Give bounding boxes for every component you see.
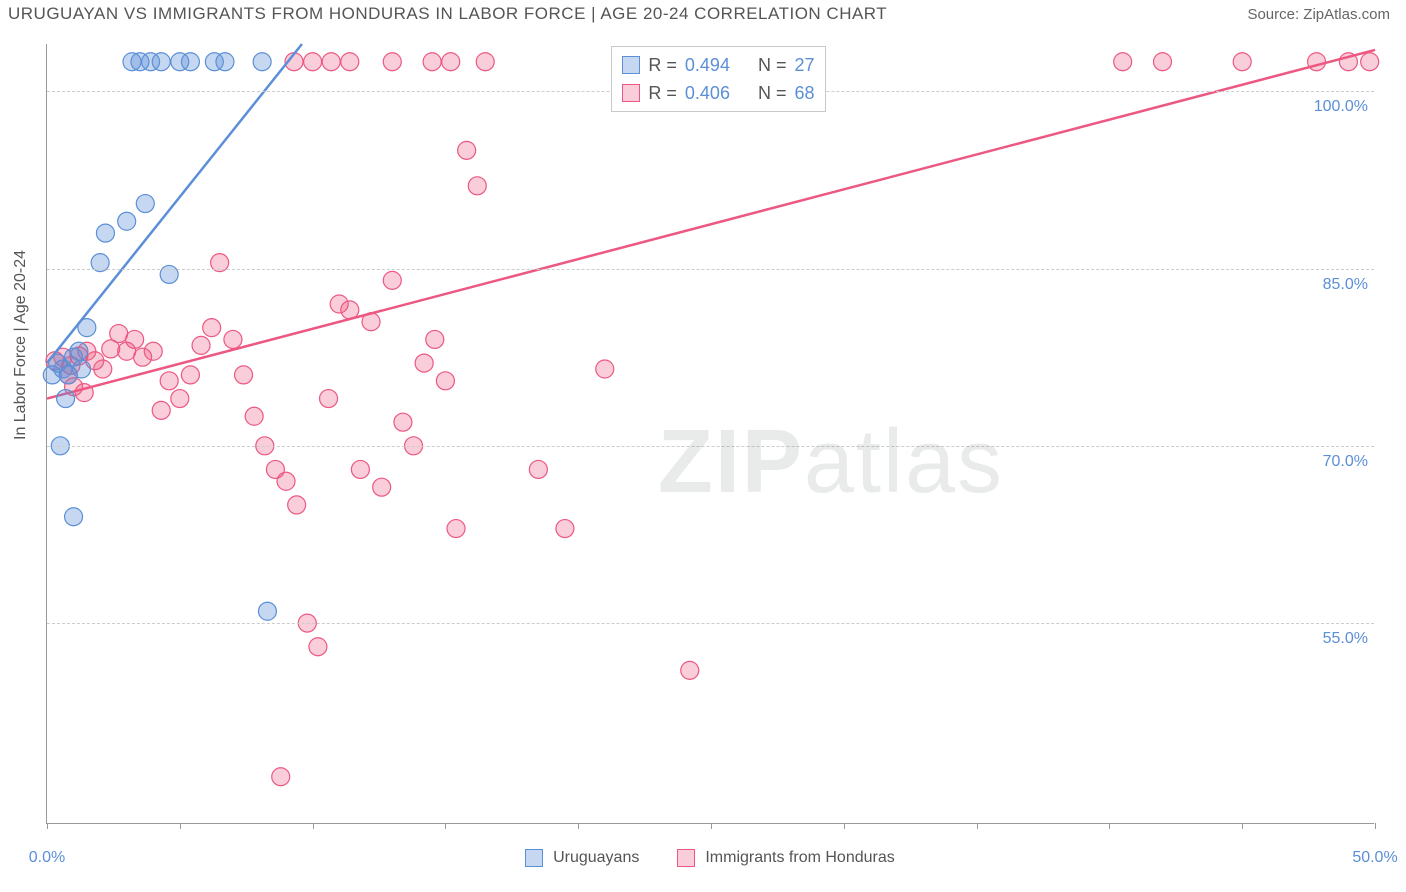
legend-r-label: R = — [648, 79, 677, 107]
scatter-point — [322, 53, 340, 71]
scatter-point — [272, 768, 290, 786]
correlation-legend: R = 0.494 N =27 R = 0.406 N =68 — [611, 46, 825, 112]
scatter-point — [70, 342, 88, 360]
chart-source: Source: ZipAtlas.com — [1247, 6, 1390, 23]
legend-row: R = 0.494 N =27 — [622, 51, 814, 79]
y-tick-label: 55.0% — [1323, 630, 1368, 648]
legend-series-label: Uruguayans — [553, 849, 639, 867]
scatter-point — [1361, 53, 1379, 71]
scatter-point — [118, 212, 136, 230]
legend-swatch — [677, 849, 695, 867]
y-tick-label: 85.0% — [1323, 276, 1368, 294]
scatter-point — [468, 177, 486, 195]
scatter-point — [235, 366, 253, 384]
scatter-point — [144, 342, 162, 360]
scatter-point — [253, 53, 271, 71]
scatter-point — [309, 638, 327, 656]
scatter-point — [394, 413, 412, 431]
x-tick — [844, 823, 845, 829]
scatter-point — [288, 496, 306, 514]
scatter-point — [458, 141, 476, 159]
chart-svg — [47, 44, 1374, 823]
scatter-point — [136, 195, 154, 213]
scatter-point — [415, 354, 433, 372]
scatter-point — [447, 520, 465, 538]
scatter-point — [383, 271, 401, 289]
legend-row: R = 0.406 N =68 — [622, 79, 814, 107]
scatter-point — [126, 330, 144, 348]
scatter-point — [442, 53, 460, 71]
x-tick — [47, 823, 48, 829]
scatter-point — [110, 325, 128, 343]
legend-n-label: N = — [758, 79, 787, 107]
scatter-point — [426, 330, 444, 348]
scatter-point — [65, 508, 83, 526]
x-tick — [711, 823, 712, 829]
chart-title: URUGUAYAN VS IMMIGRANTS FROM HONDURAS IN… — [8, 4, 887, 24]
scatter-point — [73, 360, 91, 378]
x-tick — [1375, 823, 1376, 829]
scatter-point — [304, 53, 322, 71]
x-tick-label: 50.0% — [1352, 849, 1397, 867]
scatter-point — [436, 372, 454, 390]
y-tick-label: 100.0% — [1314, 98, 1368, 116]
scatter-point — [681, 661, 699, 679]
scatter-point — [181, 53, 199, 71]
scatter-point — [341, 53, 359, 71]
gridline-h — [47, 269, 1374, 270]
x-tick — [445, 823, 446, 829]
scatter-point — [1154, 53, 1172, 71]
scatter-point — [160, 372, 178, 390]
scatter-point — [57, 390, 75, 408]
scatter-point — [258, 602, 276, 620]
scatter-point — [224, 330, 242, 348]
scatter-point — [476, 53, 494, 71]
scatter-point — [277, 472, 295, 490]
chart-header: URUGUAYAN VS IMMIGRANTS FROM HONDURAS IN… — [0, 0, 1406, 32]
legend-n-value: 27 — [794, 51, 814, 79]
x-tick-label: 0.0% — [29, 849, 65, 867]
chart-plot-area: 55.0%70.0%85.0%100.0%0.0%50.0%ZIPatlasR … — [46, 44, 1374, 824]
x-tick — [1109, 823, 1110, 829]
legend-series-label: Immigrants from Honduras — [705, 849, 894, 867]
scatter-point — [351, 460, 369, 478]
scatter-point — [152, 53, 170, 71]
scatter-point — [529, 460, 547, 478]
legend-r-value: 0.406 — [685, 79, 730, 107]
scatter-point — [181, 366, 199, 384]
x-tick — [1242, 823, 1243, 829]
scatter-point — [556, 520, 574, 538]
scatter-point — [320, 390, 338, 408]
scatter-point — [1114, 53, 1132, 71]
gridline-h — [47, 446, 1374, 447]
scatter-point — [203, 319, 221, 337]
y-axis-label: In Labor Force | Age 20-24 — [12, 250, 30, 440]
legend-r-label: R = — [648, 51, 677, 79]
series-legend: Uruguayans Immigrants from Honduras — [525, 849, 923, 867]
legend-r-value: 0.494 — [685, 51, 730, 79]
x-tick — [313, 823, 314, 829]
scatter-point — [171, 390, 189, 408]
scatter-point — [1233, 53, 1251, 71]
legend-n-value: 68 — [794, 79, 814, 107]
legend-swatch — [525, 849, 543, 867]
y-tick-label: 70.0% — [1323, 453, 1368, 471]
scatter-point — [94, 360, 112, 378]
legend-n-label: N = — [758, 51, 787, 79]
scatter-point — [216, 53, 234, 71]
scatter-point — [152, 401, 170, 419]
scatter-point — [96, 224, 114, 242]
x-tick — [578, 823, 579, 829]
legend-swatch — [622, 84, 640, 102]
x-tick — [180, 823, 181, 829]
scatter-point — [373, 478, 391, 496]
scatter-point — [383, 53, 401, 71]
scatter-point — [596, 360, 614, 378]
scatter-point — [245, 407, 263, 425]
legend-swatch — [622, 56, 640, 74]
x-tick — [977, 823, 978, 829]
scatter-point — [423, 53, 441, 71]
gridline-h — [47, 623, 1374, 624]
scatter-point — [192, 336, 210, 354]
